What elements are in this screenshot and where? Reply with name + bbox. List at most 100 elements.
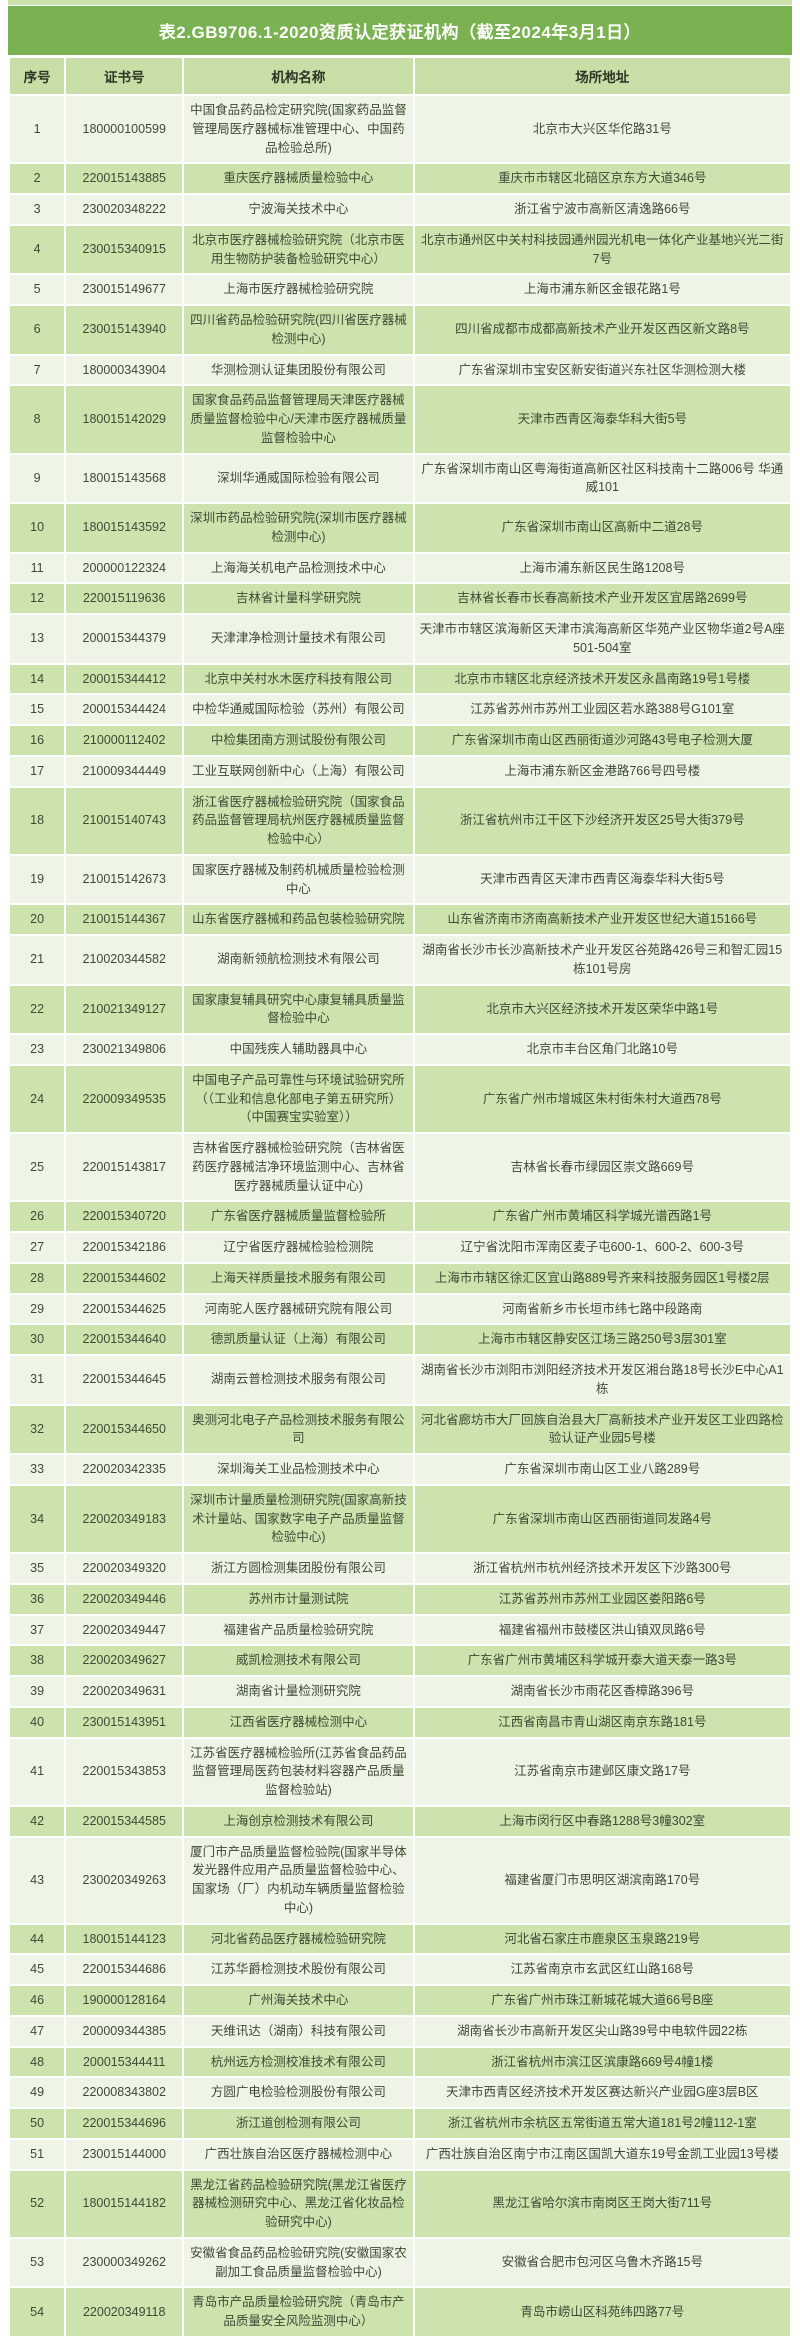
- address-cell: 四川省成都市成都高新技术产业开发区西区新文路8号: [414, 306, 790, 354]
- institution-name-cell: 厦门市产品质量监督检验院(国家半导体发光器件应用产品质量监督检验中心、国家场（厂…: [184, 1837, 413, 1923]
- certificate-number-cell: 180015144182: [66, 2170, 183, 2237]
- certificate-number-cell: 180015144123: [66, 1924, 183, 1954]
- address-cell: 重庆市市辖区北碚区京东方大道346号: [414, 164, 790, 193]
- certificate-number-cell: 220015143817: [66, 1134, 183, 1201]
- table-row: 52 180015144182 黑龙江省药品检验研究院(黑龙江省医疗器械检测研究中心…: [10, 2170, 790, 2237]
- institution-name-cell: 宁波海关技术中心: [184, 195, 413, 224]
- address-cell: 北京市市辖区北京经济技术开发区永昌南路19号1号楼: [414, 664, 790, 694]
- institution-name-cell: 上海海关机电产品检测技术中心: [184, 553, 413, 583]
- address-cell: 广西壮族自治区南宁市江南区国凯大道东19号金凯工业园13号楼: [414, 2139, 790, 2169]
- table-title: 表2.GB9706.1-2020资质认定获证机构（截至2024年3月1日）: [8, 6, 792, 55]
- institution-name-cell: 安徽省食品药品检验研究院(安徽国家农副加工食品质量监督检验中心): [184, 2238, 413, 2287]
- row-index-cell: 41: [10, 1738, 65, 1805]
- col-header-address: 场所地址: [414, 58, 790, 94]
- certificate-number-cell: 220015343853: [66, 1738, 183, 1805]
- address-cell: 安徽省合肥市包河区乌鲁木齐路15号: [414, 2238, 790, 2287]
- table-row: 40 230015143951 江西省医疗器械检测中心 江西省南昌市青山湖区南京东路1…: [10, 1707, 790, 1737]
- table-row: 19 210015142673 国家医疗器械及制药机械质量检验检测中心 天津市西青区天…: [10, 855, 790, 904]
- certificate-number-cell: 230020348222: [66, 195, 183, 224]
- institution-name-cell: 国家康复辅具研究中心康复辅具质量监督检验中心: [184, 985, 413, 1033]
- certificate-number-cell: 220020349447: [66, 1615, 183, 1645]
- row-index-cell: 40: [10, 1707, 65, 1737]
- certificate-number-cell: 210021349127: [66, 985, 183, 1033]
- certificate-number-cell: 220015119636: [66, 584, 183, 613]
- institution-name-cell: 北京中关村水木医疗科技有限公司: [184, 664, 413, 694]
- table-row: 54 220020349118 青岛市产品质量检验研究院（青岛市产品质量安全风险监测…: [10, 2288, 790, 2336]
- address-cell: 广东省广州市黄埔区科学城光谱西路1号: [414, 1202, 790, 1231]
- certificate-number-cell: 230000349262: [66, 2238, 183, 2287]
- certificate-number-cell: 220015344640: [66, 1325, 183, 1354]
- address-cell: 河北省廊坊市大厂回族自治县大厂高新技术产业开发区工业四路检验认证产业园5号楼: [414, 1405, 790, 1453]
- address-cell: 广东省深圳市南山区高新中二道28号: [414, 504, 790, 552]
- table-row: 45 220015344686 江苏华爵检测技术股份有限公司 江苏省南京市玄武区红山路…: [10, 1955, 790, 1984]
- table-row: 34 220020349183 深圳市计量质量检测研究院(国家高新技术计量站、国家数…: [10, 1485, 790, 1552]
- table-row: 10 180015143592 深圳市药品检验研究院(深圳市医疗器械检测中心) 广东省…: [10, 504, 790, 552]
- institution-name-cell: 杭州远方检测校准技术有限公司: [184, 2047, 413, 2077]
- address-cell: 天津市市辖区滨海新区天津市滨海高新区华苑产业区物华道2号A座501-504室: [414, 615, 790, 663]
- table-row: 16 210000112402 中检集团南方测试股份有限公司 广东省深圳市南山区西丽街…: [10, 726, 790, 755]
- certificate-number-cell: 230015144000: [66, 2139, 183, 2169]
- address-cell: 青岛市崂山区科苑纬四路77号: [414, 2288, 790, 2336]
- address-cell: 江苏省苏州市苏州工业园区娄阳路6号: [414, 1584, 790, 1614]
- institution-name-cell: 江苏华爵检测技术股份有限公司: [184, 1955, 413, 1984]
- certificate-number-cell: 180000100599: [66, 96, 183, 163]
- row-index-cell: 34: [10, 1485, 65, 1552]
- certificate-number-cell: 220020349320: [66, 1554, 183, 1583]
- table-row: 11 200000122324 上海海关机电产品检测技术中心 上海市浦东新区民生路12…: [10, 553, 790, 583]
- table-row: 21 210020344582 湖南新领航检测技术有限公司 湖南省长沙市长沙高新技术产…: [10, 936, 790, 984]
- address-cell: 江苏省苏州市苏州工业园区若水路388号G101室: [414, 695, 790, 724]
- certificate-number-cell: 220015342186: [66, 1233, 183, 1262]
- address-cell: 上海市闵行区中春路1288号3幢302室: [414, 1806, 790, 1836]
- certificate-number-cell: 180000343904: [66, 355, 183, 385]
- certificate-number-cell: 220020349627: [66, 1646, 183, 1675]
- table-row: 35 220020349320 浙江方圆检测集团股份有限公司 浙江省杭州市杭州经济技术…: [10, 1554, 790, 1583]
- certificate-number-cell: 220008343802: [66, 2078, 183, 2107]
- row-index-cell: 4: [10, 225, 65, 274]
- address-cell: 江苏省南京市玄武区红山路168号: [414, 1955, 790, 1984]
- address-cell: 浙江省杭州市江干区下沙经济开发区25号大街379号: [414, 787, 790, 854]
- institution-name-cell: 奥测河北电子产品检测技术服务有限公司: [184, 1405, 413, 1453]
- address-cell: 广东省深圳市南山区粤海街道高新区社区科技南十二路006号 华通威101: [414, 454, 790, 502]
- certificate-number-cell: 220015344602: [66, 1263, 183, 1293]
- address-cell: 湖南省长沙市高新开发区尖山路39号中电软件园22栋: [414, 2016, 790, 2046]
- address-cell: 湖南省长沙市雨花区香樟路396号: [414, 1677, 790, 1706]
- institution-name-cell: 黑龙江省药品检验研究院(黑龙江省医疗器械检测研究中心、黑龙江省化妆品检验研究中心…: [184, 2170, 413, 2237]
- table-row: 29 220015344625 河南驼人医疗器械研究院有限公司 河南省新乡市长垣市纬七…: [10, 1294, 790, 1324]
- address-cell: 黑龙江省哈尔滨市南岗区王岗大街711号: [414, 2170, 790, 2237]
- row-index-cell: 49: [10, 2078, 65, 2107]
- address-cell: 北京市大兴区华佗路31号: [414, 96, 790, 163]
- institution-name-cell: 河北省药品医疗器械检验研究院: [184, 1924, 413, 1954]
- institution-name-cell: 国家医疗器械及制药机械质量检验检测中心: [184, 855, 413, 904]
- certificate-number-cell: 220015344696: [66, 2109, 183, 2138]
- row-index-cell: 30: [10, 1325, 65, 1354]
- institution-name-cell: 浙江方圆检测集团股份有限公司: [184, 1554, 413, 1583]
- table-row: 6 230015143940 四川省药品检验研究院(四川省医疗器械检测中心) 四川省成…: [10, 306, 790, 354]
- row-index-cell: 23: [10, 1035, 65, 1064]
- institution-name-cell: 上海天祥质量技术服务有限公司: [184, 1263, 413, 1293]
- table-row: 14 200015344412 北京中关村水木医疗科技有限公司 北京市市辖区北京经济技…: [10, 664, 790, 694]
- row-index-cell: 51: [10, 2139, 65, 2169]
- certificate-number-cell: 210009344449: [66, 756, 183, 786]
- row-index-cell: 21: [10, 936, 65, 984]
- certificate-number-cell: 230021349806: [66, 1035, 183, 1064]
- table-row: 23 230021349806 中国残疾人辅助器具中心 北京市丰台区角门北路10号: [10, 1035, 790, 1064]
- address-cell: 吉林省长春市长春高新技术产业开发区宜居路2699号: [414, 584, 790, 613]
- certificate-number-cell: 230020349263: [66, 1837, 183, 1923]
- institution-name-cell: 威凯检测技术有限公司: [184, 1646, 413, 1675]
- col-header-institution: 机构名称: [184, 58, 413, 94]
- certificate-number-cell: 210020344582: [66, 936, 183, 984]
- certificate-number-cell: 200000122324: [66, 553, 183, 583]
- address-cell: 上海市市辖区徐汇区宜山路889号齐来科技服务园区1号楼2层: [414, 1263, 790, 1293]
- institution-name-cell: 湖南新领航检测技术有限公司: [184, 936, 413, 984]
- row-index-cell: 33: [10, 1455, 65, 1484]
- address-cell: 浙江省宁波市高新区清逸路66号: [414, 195, 790, 224]
- row-index-cell: 11: [10, 553, 65, 583]
- table-row: 9 180015143568 深圳华通威国际检验有限公司 广东省深圳市南山区粤海街道高…: [10, 454, 790, 502]
- institution-name-cell: 青岛市产品质量检验研究院（青岛市产品质量安全风险监测中心）: [184, 2288, 413, 2336]
- institution-name-cell: 广东省医疗器械质量监督检验所: [184, 1202, 413, 1231]
- row-index-cell: 5: [10, 275, 65, 304]
- address-cell: 福建省福州市鼓楼区洪山镇双凤路6号: [414, 1615, 790, 1645]
- row-index-cell: 12: [10, 584, 65, 613]
- certificate-number-cell: 230015143951: [66, 1707, 183, 1737]
- row-index-cell: 20: [10, 905, 65, 934]
